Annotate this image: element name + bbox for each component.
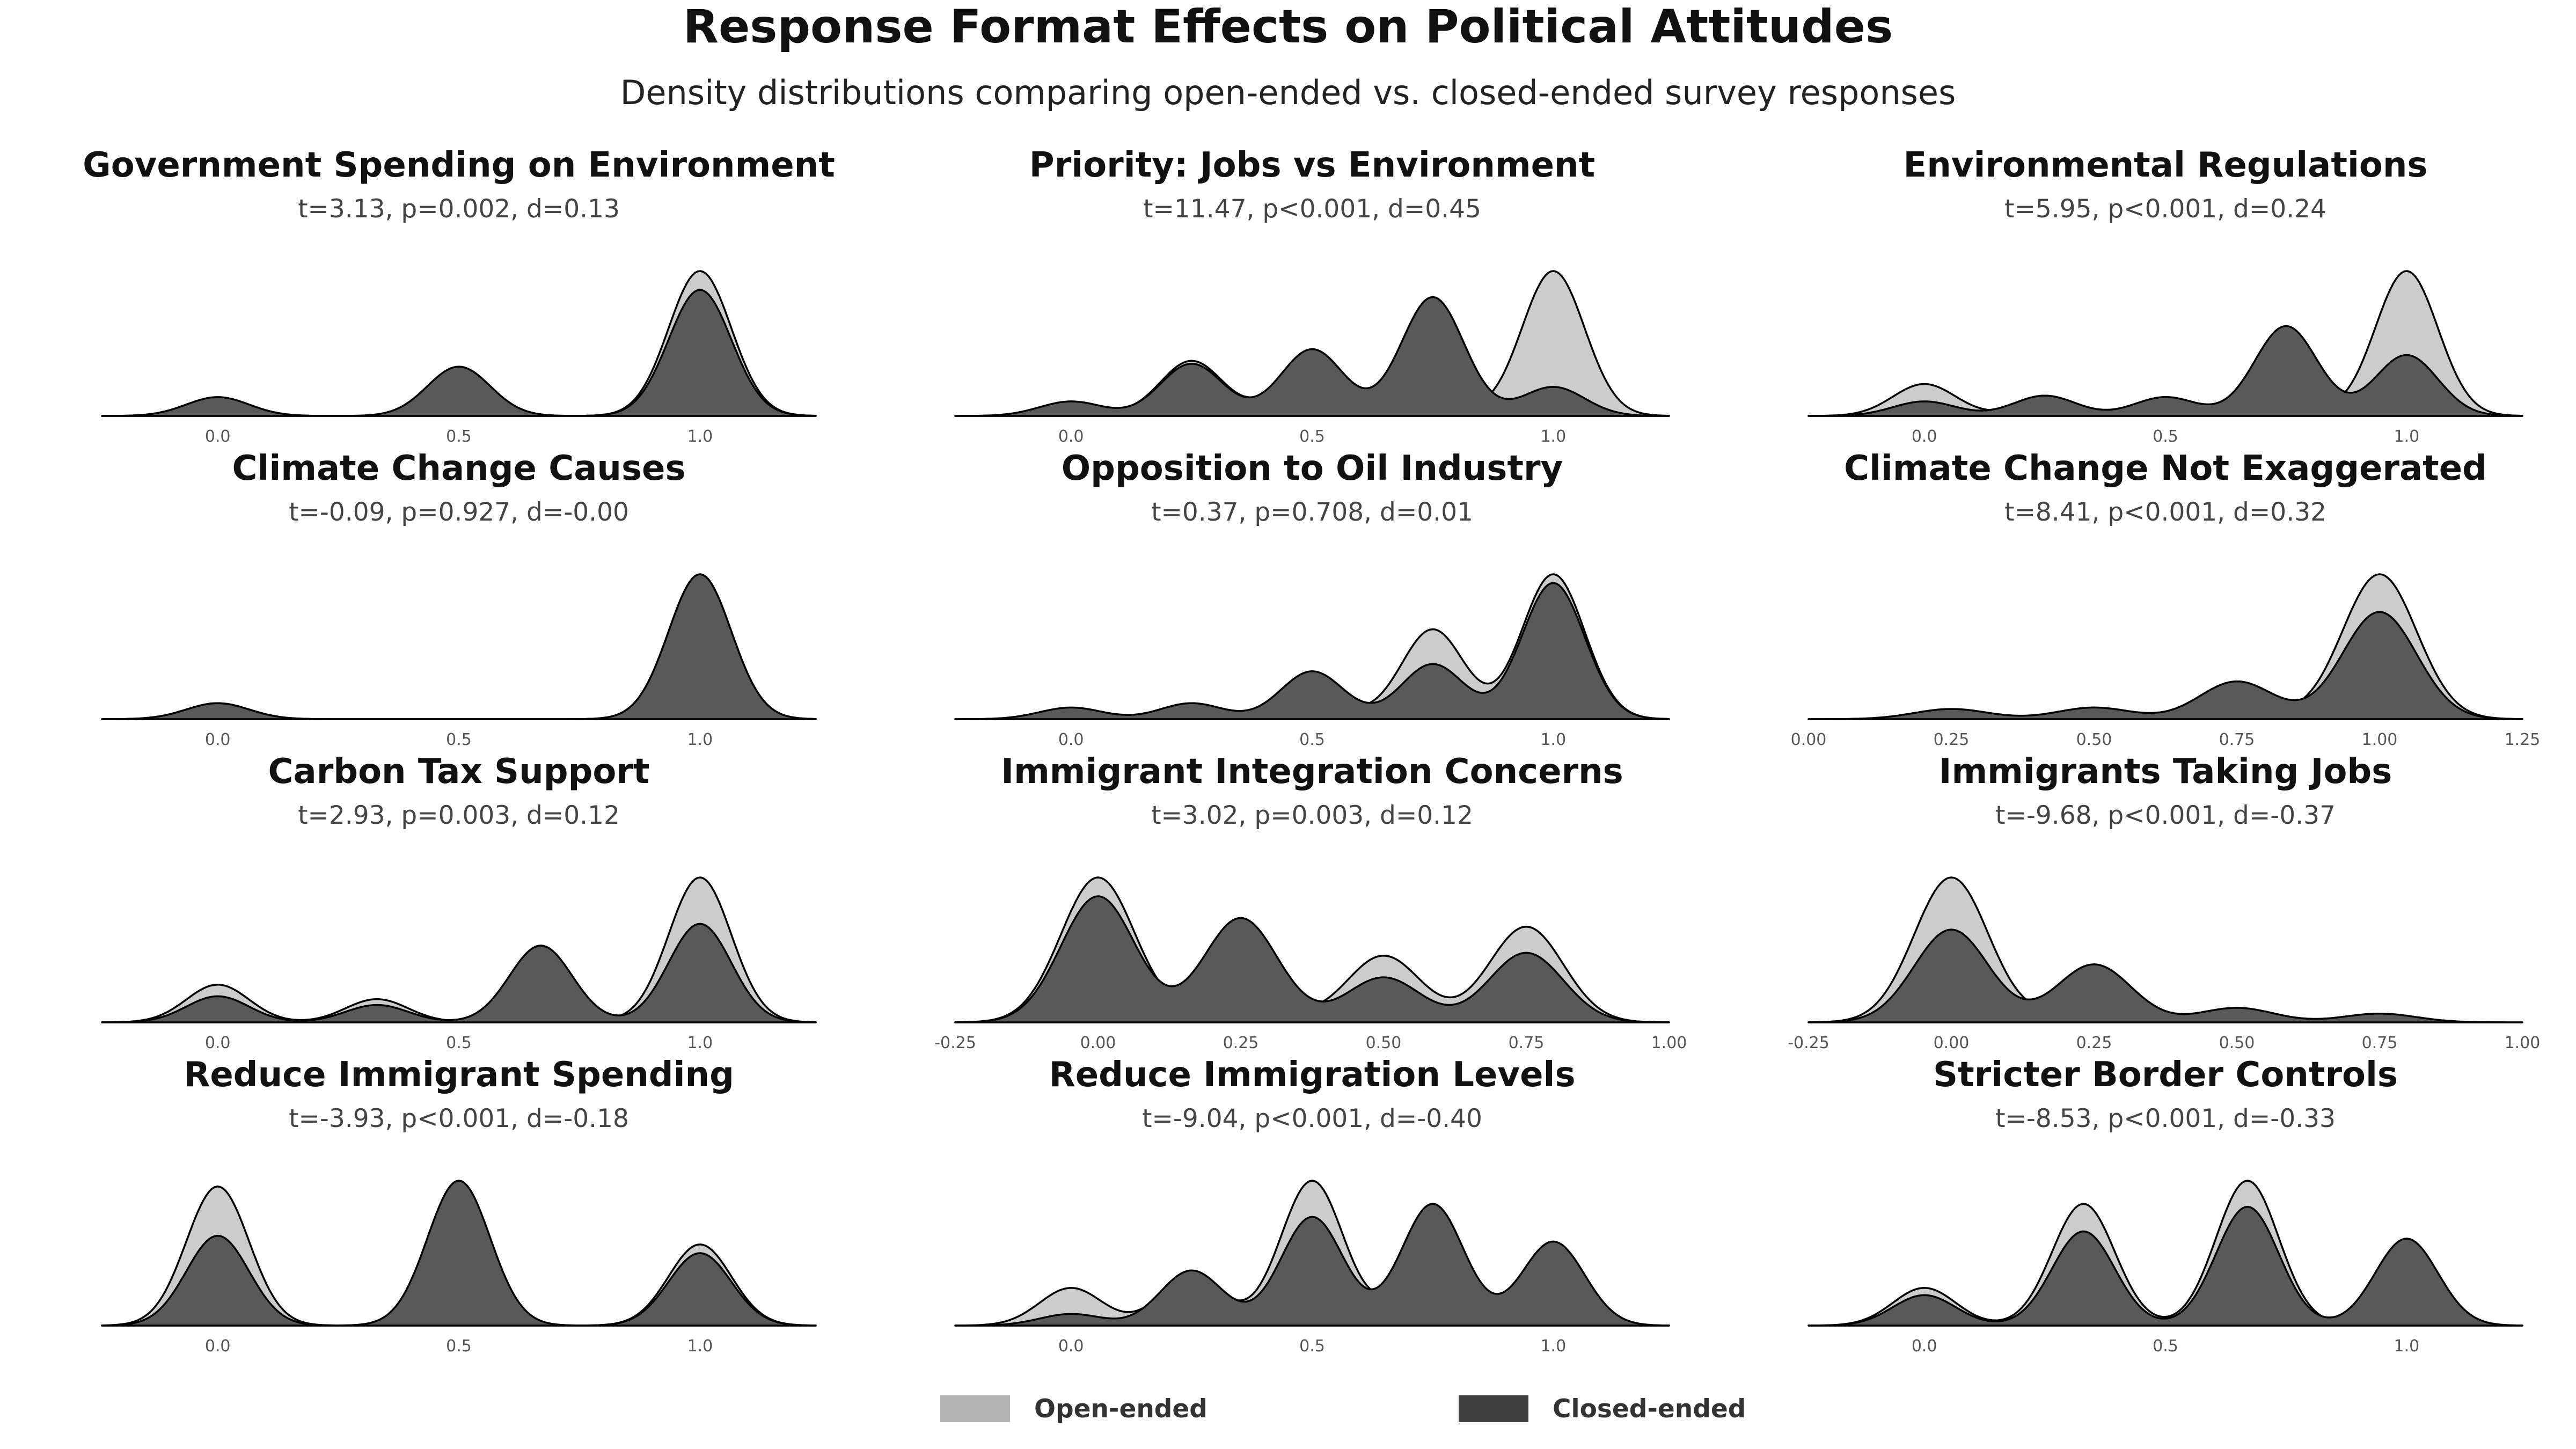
panel-stats: t=5.95, p<0.001, d=0.24 — [2004, 194, 2326, 224]
x-tick-label: 0.5 — [1299, 730, 1325, 749]
x-tick-label: 1.0 — [687, 1337, 713, 1356]
x-tick-label: 1.25 — [2505, 730, 2541, 749]
density-closed-ended — [101, 923, 817, 1023]
x-tick-label: 1.0 — [687, 730, 713, 749]
x-tick-label: 1.0 — [2394, 1337, 2419, 1356]
x-tick-label: 1.0 — [2394, 427, 2419, 446]
panel-title: Immigrants Taking Jobs — [1939, 752, 2392, 792]
panel-title: Priority: Jobs vs Environment — [1029, 145, 1595, 185]
panel-title: Stricter Border Controls — [1933, 1055, 2398, 1095]
density-closed-ended — [1807, 611, 2523, 720]
panel-title: Reduce Immigrant Spending — [184, 1055, 734, 1095]
x-tick-label: 0.50 — [1366, 1034, 1402, 1052]
x-tick-label: 0.5 — [2153, 427, 2178, 446]
x-tick-label: 0.25 — [1934, 730, 1970, 749]
density-closed-ended — [954, 1203, 1670, 1327]
panel-title: Climate Change Not Exaggerated — [1844, 449, 2487, 488]
figure-title: Response Format Effects on Political Att… — [683, 0, 1893, 54]
x-tick-label: 1.00 — [1651, 1034, 1687, 1052]
x-tick-label: 0.00 — [1791, 730, 1827, 749]
x-tick-label: 0.5 — [446, 1337, 472, 1356]
x-tick-label: 0.0 — [1912, 1337, 1937, 1356]
x-tick-label: 0.0 — [205, 1337, 231, 1356]
x-tick-label: 0.5 — [1299, 427, 1325, 446]
x-tick-label: 0.75 — [1509, 1034, 1545, 1052]
x-tick-label: -0.25 — [934, 1034, 976, 1052]
x-tick-label: 0.25 — [2076, 1034, 2112, 1052]
panel-stats: t=0.37, p=0.708, d=0.01 — [1151, 497, 1473, 527]
x-tick-label: 0.5 — [2153, 1337, 2178, 1356]
density-closed-ended — [1807, 928, 2523, 1023]
x-tick-label: 1.00 — [2505, 1034, 2541, 1052]
x-tick-label: 0.25 — [1223, 1034, 1259, 1052]
x-tick-label: 0.5 — [1299, 1337, 1325, 1356]
panel-stats: t=-3.93, p<0.001, d=-0.18 — [289, 1104, 629, 1133]
panel-stats: t=-9.68, p<0.001, d=-0.37 — [1995, 801, 2336, 830]
figure-subtitle: Density distributions comparing open-end… — [620, 73, 1956, 112]
x-tick-label: 0.00 — [1934, 1034, 1970, 1052]
panel-stats: t=3.02, p=0.003, d=0.12 — [1151, 801, 1473, 830]
density-closed-ended — [954, 582, 1670, 720]
panel-stats: t=11.47, p<0.001, d=0.45 — [1143, 194, 1481, 224]
legend-label-open-ended: Open-ended — [1034, 1394, 1208, 1424]
x-tick-label: 0.00 — [1080, 1034, 1116, 1052]
x-tick-label: 1.0 — [1540, 427, 1566, 446]
x-tick-label: 0.0 — [205, 730, 231, 749]
panel-stats: t=-0.09, p=0.927, d=-0.00 — [289, 497, 629, 527]
x-tick-label: 0.0 — [205, 427, 231, 446]
x-tick-label: 1.0 — [687, 1034, 713, 1052]
x-tick-label: 0.0 — [205, 1034, 231, 1052]
x-tick-label: -0.25 — [1788, 1034, 1829, 1052]
x-tick-label: 1.0 — [687, 427, 713, 446]
panel-stats: t=-8.53, p<0.001, d=-0.33 — [1995, 1104, 2336, 1133]
panel-title: Carbon Tax Support — [268, 752, 650, 792]
x-tick-label: 0.50 — [2219, 1034, 2255, 1052]
x-tick-label: 0.0 — [1058, 1337, 1084, 1356]
panel-title: Environmental Regulations — [1903, 145, 2427, 185]
legend-swatch-open-ended — [940, 1395, 1010, 1422]
x-tick-label: 0.5 — [446, 427, 472, 446]
legend-swatch-closed-ended — [1459, 1395, 1528, 1422]
x-tick-label: 0.0 — [1058, 427, 1084, 446]
density-closed-ended — [101, 1180, 817, 1327]
density-closed-ended — [954, 895, 1670, 1023]
x-tick-label: 1.00 — [2362, 730, 2398, 749]
legend: Open-ended Closed-ended — [0, 1394, 2576, 1438]
x-tick-label: 0.5 — [446, 1034, 472, 1052]
x-tick-label: 0.5 — [446, 730, 472, 749]
panel-title: Climate Change Causes — [232, 449, 685, 488]
density-closed-ended — [954, 296, 1670, 417]
density-closed-ended — [101, 573, 817, 720]
x-tick-label: 1.0 — [1540, 1337, 1566, 1356]
panel-stats: t=3.13, p=0.002, d=0.13 — [298, 194, 620, 224]
x-tick-label: 0.75 — [2219, 730, 2255, 749]
x-tick-label: 0.0 — [1912, 427, 1937, 446]
panel-stats: t=-9.04, p<0.001, d=-0.40 — [1142, 1104, 1482, 1133]
x-tick-label: 1.0 — [1540, 730, 1566, 749]
legend-label-closed-ended: Closed-ended — [1553, 1394, 1746, 1424]
panel-stats: t=8.41, p<0.001, d=0.32 — [2004, 497, 2326, 527]
panel-stats: t=2.93, p=0.003, d=0.12 — [298, 801, 620, 830]
panel-title: Opposition to Oil Industry — [1062, 449, 1563, 488]
panel-title: Reduce Immigration Levels — [1049, 1055, 1575, 1095]
density-closed-ended — [101, 289, 817, 417]
x-tick-label: 0.50 — [2076, 730, 2112, 749]
x-tick-label: 0.0 — [1058, 730, 1084, 749]
panel-title: Immigrant Integration Concerns — [1001, 752, 1623, 792]
x-tick-label: 0.75 — [2362, 1034, 2398, 1052]
density-closed-ended — [1807, 1205, 2523, 1327]
panel-title: Government Spending on Environment — [83, 145, 835, 185]
density-closed-ended — [1807, 325, 2523, 417]
